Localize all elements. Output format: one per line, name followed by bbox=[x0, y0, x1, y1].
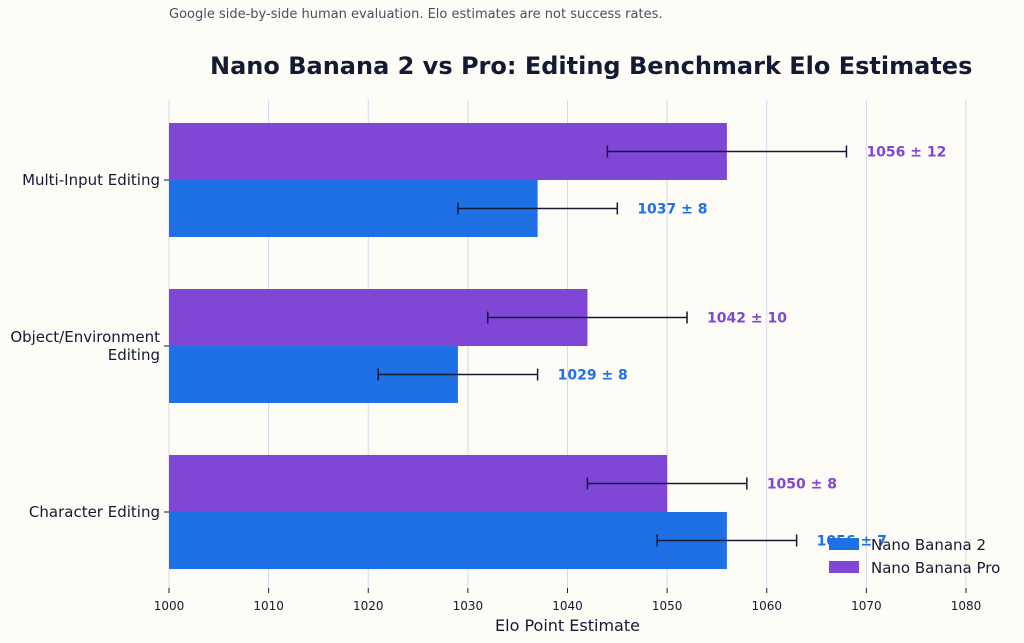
x-tick-label-1010: 1010 bbox=[253, 599, 284, 613]
x-tick-label-1030: 1030 bbox=[453, 599, 484, 613]
x-axis-label: Elo Point Estimate bbox=[495, 616, 640, 635]
value-label-nano-banana-pro-1: 1042 ± 10 bbox=[707, 311, 787, 327]
x-tick-label-1080: 1080 bbox=[951, 599, 982, 613]
value-label-nano-banana-pro-0: 1056 ± 12 bbox=[866, 145, 946, 161]
value-label-nano-banana-2-1: 1029 ± 8 bbox=[558, 368, 628, 384]
x-tick-label-1060: 1060 bbox=[751, 599, 782, 613]
legend-swatch-nano-banana-pro bbox=[829, 561, 859, 573]
x-tick-label-1050: 1050 bbox=[652, 599, 683, 613]
x-tick-label-1040: 1040 bbox=[552, 599, 583, 613]
category-label-1-line-0: Object/Environment bbox=[10, 328, 160, 346]
value-label-nano-banana-2-0: 1037 ± 8 bbox=[637, 202, 707, 218]
value-label-nano-banana-pro-2: 1050 ± 8 bbox=[767, 477, 837, 493]
bar-nano-banana-pro-2 bbox=[169, 455, 668, 512]
x-tick-label-1070: 1070 bbox=[851, 599, 882, 613]
legend-label-nano-banana-2: Nano Banana 2 bbox=[871, 536, 986, 554]
x-tick-label-1000: 1000 bbox=[154, 599, 185, 613]
chart-subtitle: Google side-by-side human evaluation. El… bbox=[169, 7, 663, 22]
category-label-2: Character Editing bbox=[29, 503, 160, 521]
chart-title: Nano Banana 2 vs Pro: Editing Benchmark … bbox=[210, 52, 973, 80]
category-label-1-line-1: Editing bbox=[108, 346, 160, 364]
legend-label-nano-banana-pro: Nano Banana Pro bbox=[871, 559, 1000, 577]
bar-nano-banana-2-2 bbox=[169, 512, 727, 569]
x-tick-label-1020: 1020 bbox=[353, 599, 384, 613]
category-label-0: Multi-Input Editing bbox=[22, 171, 160, 189]
legend-swatch-nano-banana-2 bbox=[829, 538, 859, 550]
